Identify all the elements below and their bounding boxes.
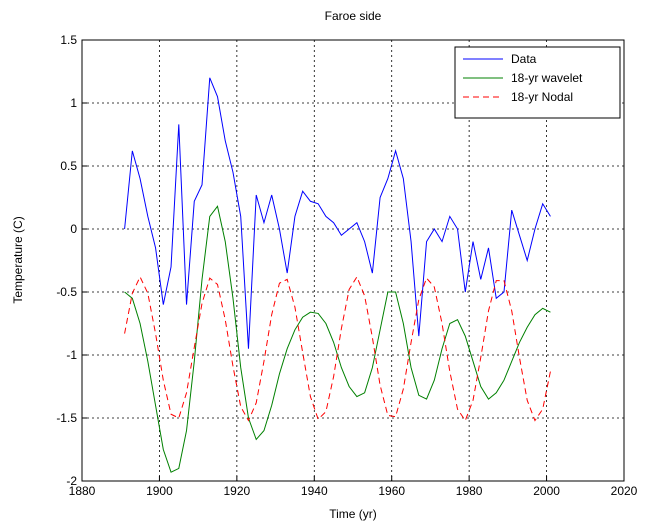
y-tick-label: 0.5 bbox=[60, 159, 77, 173]
legend-label: Data bbox=[511, 52, 537, 66]
x-tick-label: 1900 bbox=[146, 484, 173, 498]
legend-label: 18-yr Nodal bbox=[511, 90, 573, 104]
data-line bbox=[124, 77, 551, 349]
axes-box bbox=[81, 39, 625, 482]
x-tick-label: 1940 bbox=[301, 484, 328, 498]
x-tick-label: 2020 bbox=[611, 484, 638, 498]
x-tick-label: 1980 bbox=[456, 484, 483, 498]
chart-title: Faroe side bbox=[325, 9, 382, 23]
x-tick-label: 1960 bbox=[378, 484, 405, 498]
y-tick-label: 1 bbox=[70, 96, 77, 110]
y-tick-label: 1.5 bbox=[60, 33, 77, 47]
y-tick-label: -1 bbox=[66, 348, 77, 362]
x-tick-label: 1880 bbox=[69, 484, 96, 498]
y-tick-label: -0.5 bbox=[56, 285, 77, 299]
y-tick-label: 0 bbox=[70, 222, 77, 236]
x-tick-label: 1920 bbox=[224, 484, 251, 498]
y-tick-label: -2 bbox=[66, 474, 77, 488]
y-axis-label: Temperature (C) bbox=[11, 216, 25, 303]
x-tick-label: 2000 bbox=[533, 484, 560, 498]
legend-label: 18-yr wavelet bbox=[511, 71, 583, 85]
y-tick-label: -1.5 bbox=[56, 411, 77, 425]
x-axis-label: Time (yr) bbox=[329, 507, 377, 521]
